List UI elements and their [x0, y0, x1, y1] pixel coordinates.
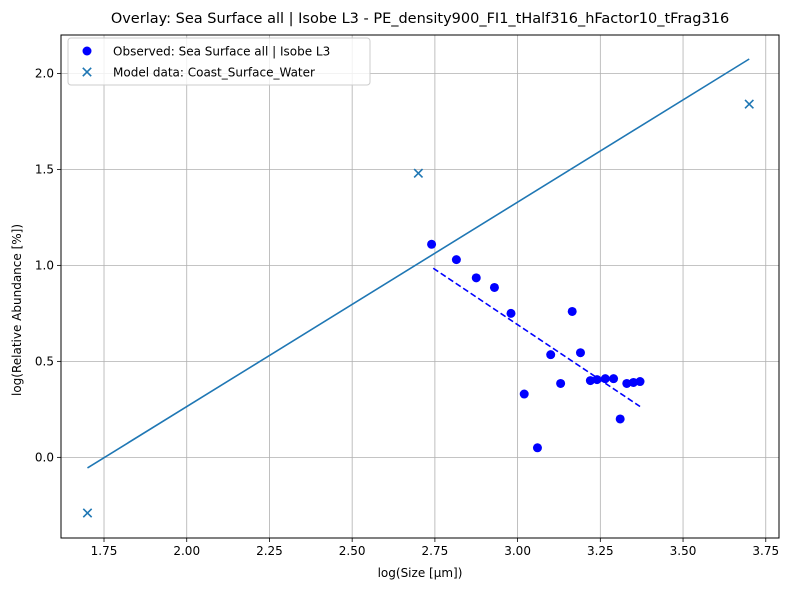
series-layer	[82, 58, 754, 518]
x-tick-label: 3.00	[504, 544, 531, 558]
legend-label-observed: Observed: Sea Surface all | Isobe L3	[113, 45, 330, 59]
model-point	[413, 168, 424, 178]
observed-fit-line	[432, 267, 641, 408]
legend-label-model: Model data: Coast_Surface_Water	[113, 66, 315, 80]
ticks: 1.75 2.00 2.25 2.50 2.75 3.00 3.25 3.50 3.75 0.0 0…	[35, 66, 779, 558]
observed-point	[609, 374, 619, 384]
y-tick-label: 0.5	[35, 354, 54, 368]
observed-point	[532, 443, 542, 453]
chart-title: Overlay: Sea Surface all | Isobe L3 - PE…	[111, 11, 729, 27]
observed-point	[519, 389, 529, 399]
x-tick-label: 2.00	[173, 544, 200, 558]
observed-point	[451, 255, 461, 265]
x-tick-label: 1.75	[91, 544, 118, 558]
legend-marker-model	[82, 67, 92, 77]
legend-marker-observed	[82, 46, 92, 56]
observed-point	[567, 306, 577, 316]
y-tick-label: 2.0	[35, 66, 54, 80]
observed-point	[635, 377, 645, 387]
model-fit-line	[87, 58, 750, 469]
observed-point	[592, 375, 602, 385]
observed-point	[585, 376, 595, 386]
model-point	[82, 508, 93, 518]
observed-point	[622, 378, 632, 388]
x-tick-label: 3.25	[587, 544, 614, 558]
x-tick-label: 3.50	[670, 544, 697, 558]
observed-point	[489, 282, 499, 292]
observed-point	[427, 239, 437, 249]
observed-point	[615, 414, 625, 424]
y-tick-label: 1.0	[35, 258, 54, 272]
legend-box	[67, 37, 371, 86]
observed-point	[546, 350, 556, 360]
x-tick-label: 2.75	[422, 544, 449, 558]
legend: Observed: Sea Surface all | Isobe L3 Mod…	[67, 37, 371, 86]
y-axis-label: log(Relative Abundance [%])	[10, 224, 24, 396]
observed-point	[628, 377, 638, 387]
grid	[61, 35, 779, 538]
observed-point	[506, 308, 516, 318]
x-tick-label: 2.50	[339, 544, 366, 558]
y-tick-label: 0.0	[35, 450, 54, 464]
y-tick-label: 1.5	[35, 162, 54, 176]
x-axis-label: log(Size [µm])	[378, 566, 463, 580]
axes-frame	[60, 34, 780, 539]
observed-point	[471, 273, 481, 283]
observed-point	[556, 378, 566, 388]
observed-point	[575, 348, 585, 358]
observed-point	[600, 374, 610, 384]
x-tick-label: 2.25	[256, 544, 283, 558]
x-tick-label: 3.75	[752, 544, 779, 558]
model-point	[744, 99, 754, 109]
